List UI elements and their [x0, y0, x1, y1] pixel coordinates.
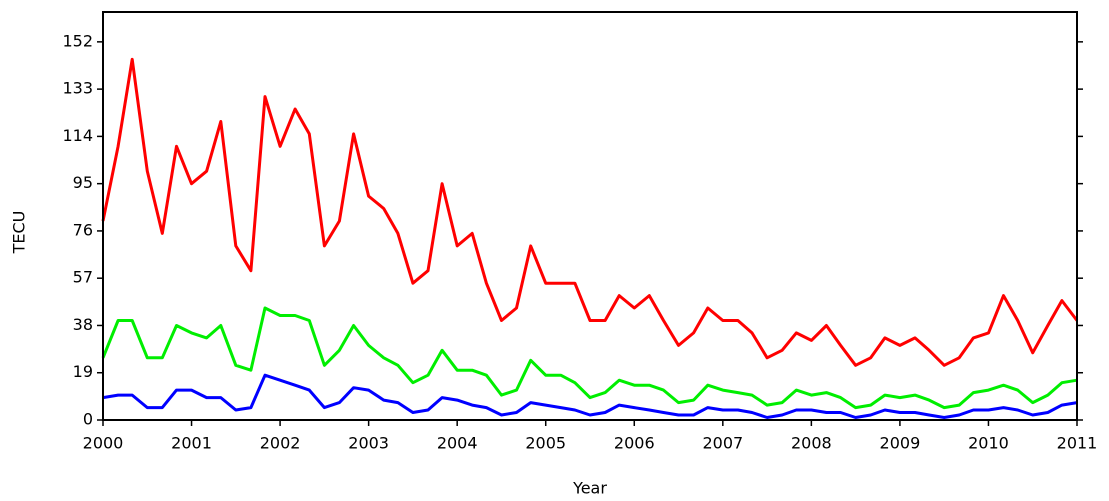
y-tick-label: 133 [62, 79, 93, 98]
x-tick-label: 2003 [348, 434, 389, 453]
x-tick-label: 2006 [614, 434, 655, 453]
data-line [102, 373, 1078, 419]
data-line [101, 57, 1079, 367]
x-tick-label: 2002 [260, 434, 301, 453]
x-tick-label: 2000 [83, 434, 124, 453]
y-tick-label: 0 [83, 410, 93, 429]
x-tick-label: 2004 [437, 434, 478, 453]
y-axis-label: TECU [10, 211, 29, 255]
x-tick-label: 2009 [880, 434, 921, 453]
y-tick-label: 114 [62, 126, 93, 145]
x-tick-label: 2007 [702, 434, 743, 453]
y-tick-label: 38 [73, 315, 93, 334]
plot-frame [102, 11, 1078, 421]
y-tick-label: 76 [73, 220, 93, 239]
y-tick-label: 95 [73, 173, 93, 192]
x-tick-label: 2008 [791, 434, 832, 453]
x-axis-label: Year [572, 479, 607, 498]
y-tick-label: 57 [73, 268, 93, 287]
x-tick-label: 2001 [171, 434, 212, 453]
x-tick-label: 2005 [525, 434, 566, 453]
y-tick-label: 19 [73, 362, 93, 381]
y-tick-label: 152 [62, 31, 93, 50]
data-line [101, 306, 1078, 410]
x-tick-label: 2010 [968, 434, 1009, 453]
x-tick-label: 2011 [1057, 434, 1098, 453]
